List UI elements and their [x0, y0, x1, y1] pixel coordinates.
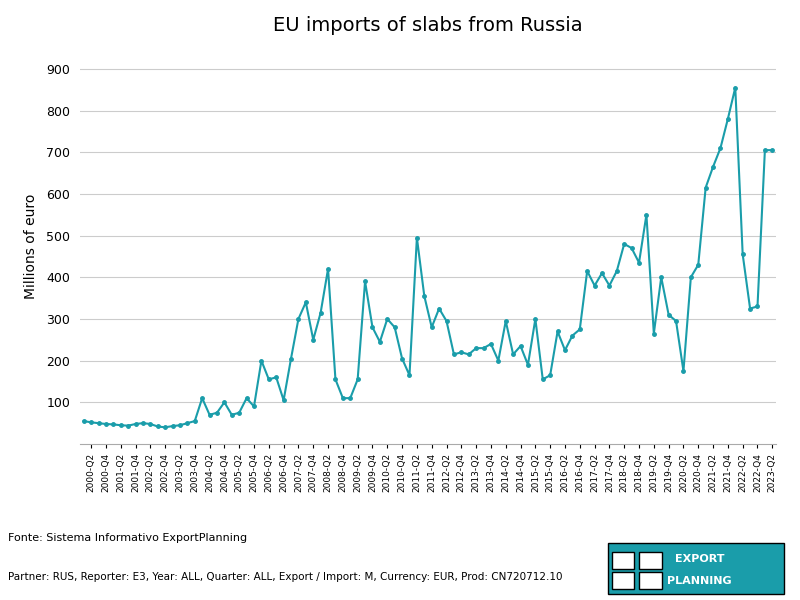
Text: PLANNING: PLANNING: [667, 576, 732, 586]
Text: Partner: RUS, Reporter: E3, Year: ALL, Quarter: ALL, Export / Import: M, Currenc: Partner: RUS, Reporter: E3, Year: ALL, Q…: [8, 572, 562, 582]
Text: Fonte: Sistema Informativo ExportPlanning: Fonte: Sistema Informativo ExportPlannin…: [8, 533, 247, 543]
Text: EXPORT: EXPORT: [674, 554, 724, 565]
Title: EU imports of slabs from Russia: EU imports of slabs from Russia: [273, 16, 583, 35]
Y-axis label: Millions of euro: Millions of euro: [24, 193, 38, 299]
